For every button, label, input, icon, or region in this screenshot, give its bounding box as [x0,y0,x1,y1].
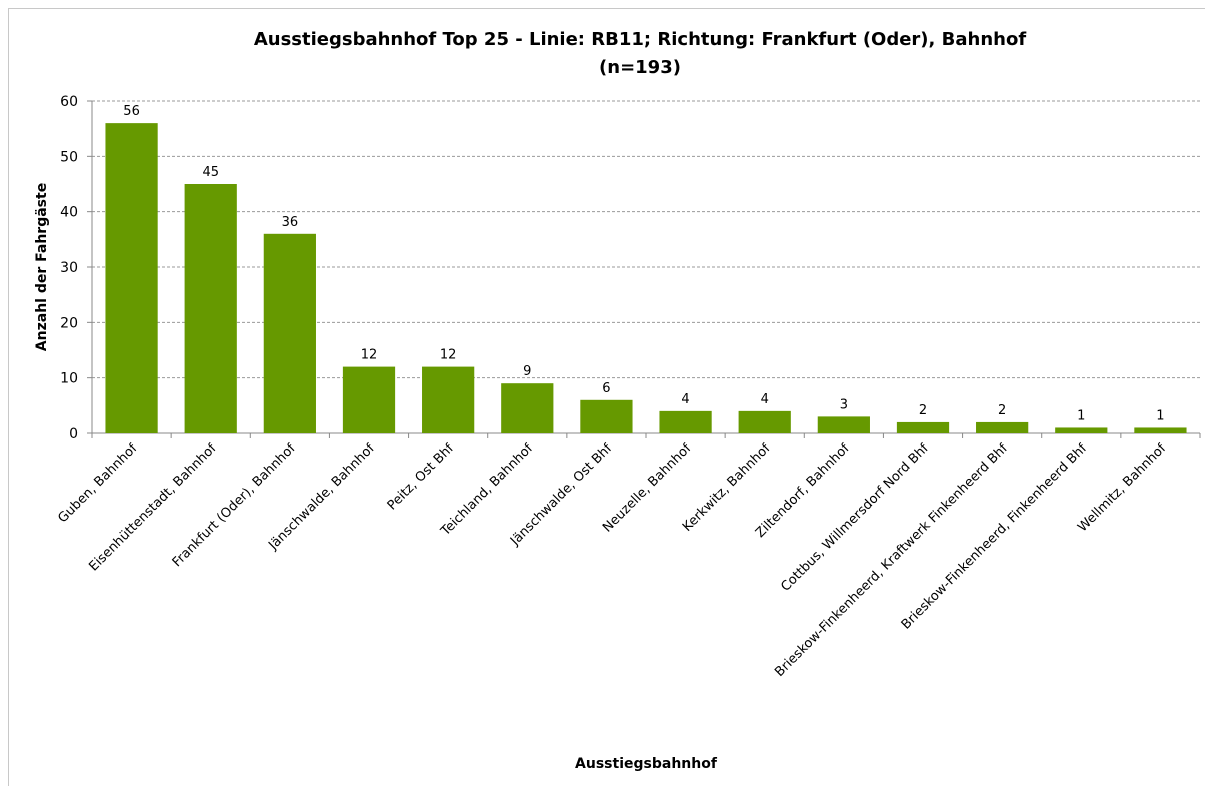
chart-title: (n=193) [599,57,681,78]
data-label: 36 [282,215,299,230]
y-tick-label: 40 [60,205,78,221]
data-label: 1 [1156,408,1164,423]
data-label: 9 [523,364,531,379]
bar [342,366,396,433]
chart-title: Ausstiegsbahnhof Top 25 - Linie: RB11; R… [254,29,1026,50]
y-tick-label: 30 [60,260,78,276]
data-label: 4 [761,392,769,407]
bar [1134,427,1187,433]
y-axis-title: Anzahl der Fahrgäste [34,183,50,351]
bar [738,410,791,433]
data-label: 2 [919,403,927,418]
data-label: 1 [1077,408,1085,423]
y-tick-label: 0 [69,426,78,442]
bar [976,421,1029,433]
data-label: 56 [123,104,140,119]
bar [501,383,554,433]
data-label: 4 [681,392,689,407]
data-label: 12 [361,348,378,363]
data-label: 6 [602,381,610,396]
y-tick-label: 50 [60,149,78,165]
data-label: 2 [998,403,1006,418]
bar [422,366,475,433]
bar [659,410,712,433]
bar [580,399,633,433]
y-tick-label: 10 [60,371,78,387]
bar [817,416,870,433]
bar [184,184,237,433]
bar [1055,427,1108,433]
y-tick-label: 60 [60,94,78,110]
y-tick-label: 20 [60,315,78,331]
bar [263,233,316,433]
data-label: 45 [202,165,219,180]
bar [105,123,158,433]
data-label: 3 [840,397,848,412]
x-axis-title: Ausstiegsbahnhof [575,756,718,772]
bar [896,421,950,433]
data-label: 12 [440,348,457,363]
